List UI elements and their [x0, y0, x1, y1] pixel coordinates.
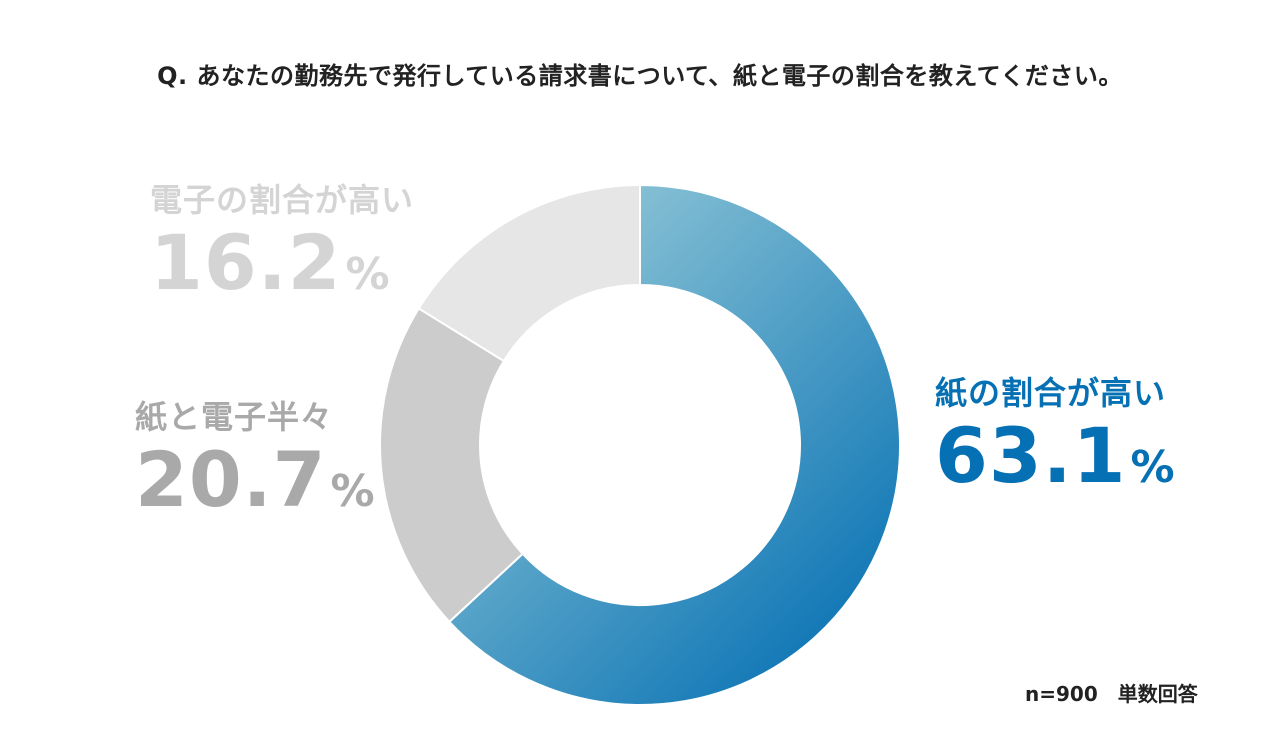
slice-name-paper: 紙の割合が高い — [935, 374, 1167, 412]
donut-slice-paper — [447, 183, 901, 706]
slice-name-digital: 電子の割合が高い — [150, 181, 415, 219]
slice-value-paper: 63.1% — [935, 411, 1176, 500]
donut-slice-half — [379, 307, 525, 624]
slice-value-half: 20.7% — [135, 435, 376, 524]
slice-label-half: 紙と電子半々 20.7% — [135, 392, 376, 518]
donut-slice-digital — [417, 183, 641, 363]
slice-label-digital: 電子の割合が高い 16.2% — [150, 175, 414, 301]
sample-note: n=900 単数回答 — [1025, 682, 1198, 706]
chart-title: Q. あなたの勤務先で発行している請求書について、紙と電子の割合を教えてください… — [157, 62, 1123, 90]
slice-value-digital: 16.2% — [150, 218, 391, 307]
slice-label-paper: 紙の割合が高い 63.1% — [935, 368, 1176, 494]
slice-name-half: 紙と電子半々 — [135, 398, 334, 436]
